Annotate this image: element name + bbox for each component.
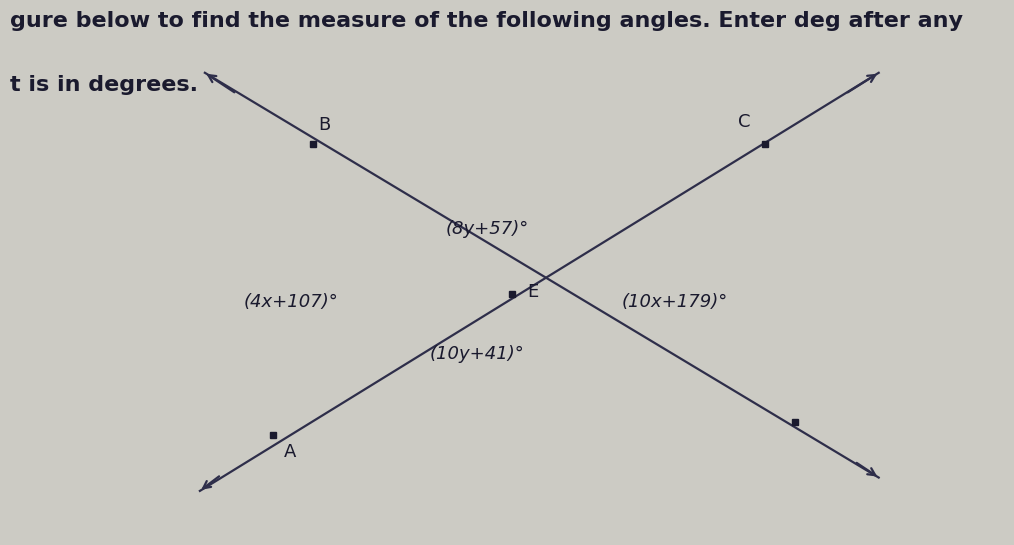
Text: E: E: [527, 283, 538, 301]
Text: (4x+107)°: (4x+107)°: [243, 293, 338, 311]
Text: A: A: [284, 444, 296, 462]
Text: t is in degrees.: t is in degrees.: [10, 75, 198, 95]
Text: B: B: [318, 116, 331, 134]
Text: C: C: [738, 113, 750, 131]
Text: gure below to find the measure of the following angles. Enter deg after any: gure below to find the measure of the fo…: [10, 11, 963, 31]
Text: (10y+41)°: (10y+41)°: [430, 344, 524, 362]
Text: (10x+179)°: (10x+179)°: [622, 293, 727, 311]
Text: (8y+57)°: (8y+57)°: [445, 220, 528, 238]
